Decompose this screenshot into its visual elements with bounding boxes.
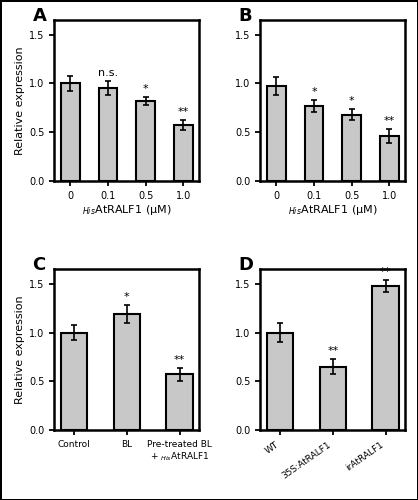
- Text: *: *: [311, 87, 317, 97]
- X-axis label: $_{His}$AtRALF1 (μM): $_{His}$AtRALF1 (μM): [288, 204, 377, 218]
- Bar: [174, 125, 193, 181]
- Bar: [320, 366, 346, 430]
- Text: **: **: [178, 108, 189, 118]
- Bar: [305, 106, 324, 181]
- Text: **: **: [174, 354, 185, 364]
- Text: *: *: [143, 84, 148, 94]
- Bar: [136, 101, 155, 181]
- Text: A: A: [33, 7, 46, 25]
- Bar: [372, 286, 399, 430]
- Y-axis label: Relative expression: Relative expression: [15, 296, 25, 404]
- Text: B: B: [239, 7, 252, 25]
- Bar: [380, 136, 399, 181]
- Text: **: **: [380, 267, 391, 277]
- Text: **: **: [384, 116, 395, 126]
- Text: *: *: [124, 292, 130, 302]
- Text: n.s.: n.s.: [98, 68, 118, 78]
- Bar: [99, 88, 117, 181]
- Bar: [267, 332, 293, 430]
- X-axis label: $_{His}$AtRALF1 (μM): $_{His}$AtRALF1 (μM): [82, 204, 172, 218]
- Bar: [61, 332, 87, 430]
- Bar: [267, 86, 286, 181]
- Text: C: C: [33, 256, 46, 274]
- Bar: [166, 374, 193, 430]
- Bar: [342, 114, 361, 181]
- Y-axis label: Relative expression: Relative expression: [15, 46, 25, 154]
- Text: D: D: [239, 256, 254, 274]
- Bar: [61, 84, 80, 181]
- Bar: [114, 314, 140, 430]
- Text: *: *: [349, 96, 354, 106]
- Text: **: **: [327, 346, 339, 356]
